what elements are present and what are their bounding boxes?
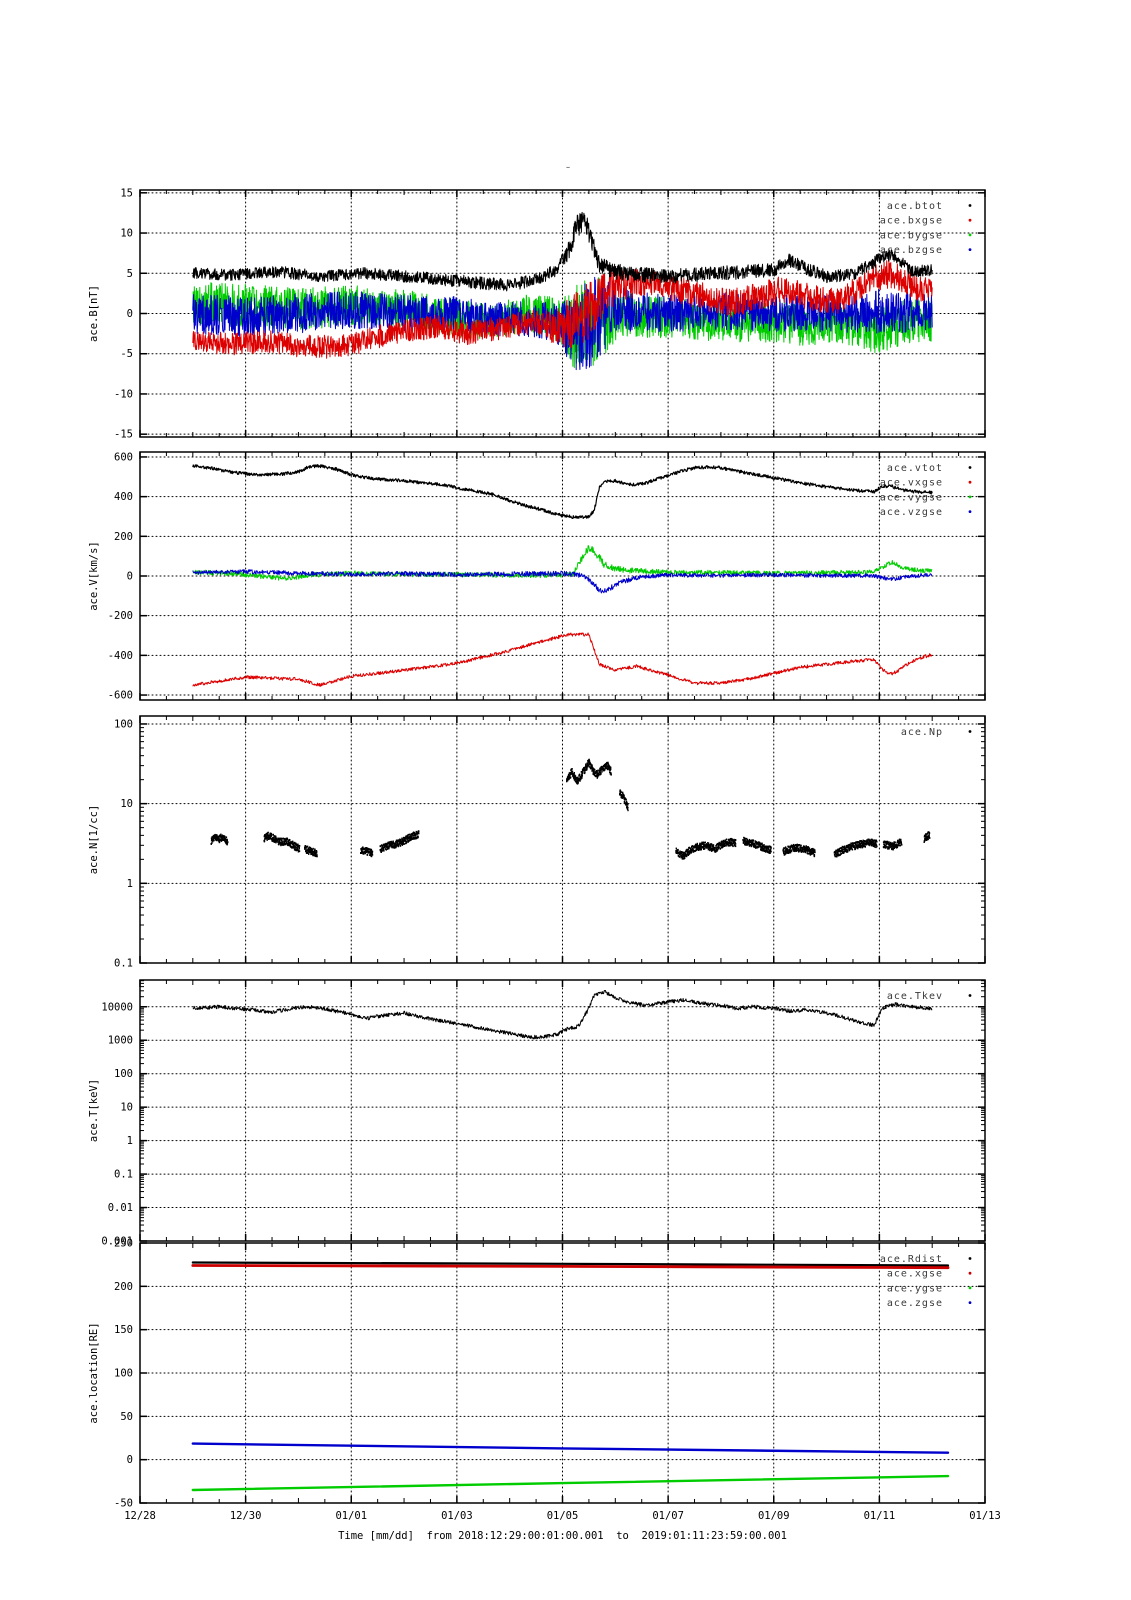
svg-text:1: 1 <box>127 1135 133 1147</box>
svg-text:10: 10 <box>120 1102 133 1114</box>
svg-text:0: 0 <box>127 1454 133 1466</box>
svg-text:01/03: 01/03 <box>441 1510 473 1522</box>
figure-title: - <box>564 160 572 175</box>
svg-text:150: 150 <box>114 1324 133 1336</box>
svg-text:01/11: 01/11 <box>864 1510 896 1522</box>
svg-text:ace.xgse: ace.xgse <box>887 1269 943 1280</box>
svg-text:ace.vtot: ace.vtot <box>887 463 943 474</box>
svg-text:-400: -400 <box>108 650 133 662</box>
svg-text:ace.vxgse: ace.vxgse <box>880 478 943 489</box>
svg-text:01/07: 01/07 <box>652 1510 684 1522</box>
svg-text:400: 400 <box>114 491 133 503</box>
svg-text:12/28: 12/28 <box>124 1510 156 1522</box>
svg-text:10000: 10000 <box>101 1001 133 1013</box>
svg-text:100: 100 <box>114 1368 133 1380</box>
svg-text:01/09: 01/09 <box>758 1510 790 1522</box>
svg-text:ace.bygse: ace.bygse <box>880 230 943 241</box>
svg-text:-200: -200 <box>108 610 133 622</box>
svg-text:01/05: 01/05 <box>547 1510 579 1522</box>
svg-text:ace.N[1/cc]: ace.N[1/cc] <box>88 805 100 875</box>
svg-text:ace.Np: ace.Np <box>901 727 943 738</box>
svg-text:0.1: 0.1 <box>114 1169 133 1181</box>
svg-text:0: 0 <box>127 571 133 583</box>
svg-text:ace.location[RE]: ace.location[RE] <box>88 1322 100 1423</box>
svg-text:100: 100 <box>114 1068 133 1080</box>
svg-text:50: 50 <box>120 1411 133 1423</box>
svg-text:0.001: 0.001 <box>101 1236 133 1248</box>
svg-text:15: 15 <box>120 187 133 199</box>
svg-text:ace.Rdist: ace.Rdist <box>880 1254 943 1265</box>
svg-text:ace.ygse: ace.ygse <box>887 1283 943 1294</box>
svg-text:600: 600 <box>114 451 133 463</box>
svg-text:-5: -5 <box>120 348 133 360</box>
svg-text:1: 1 <box>127 878 133 890</box>
svg-text:ace.bxgse: ace.bxgse <box>880 216 943 227</box>
svg-text:250: 250 <box>114 1238 133 1250</box>
svg-text:200: 200 <box>114 531 133 543</box>
svg-text:200: 200 <box>114 1281 133 1293</box>
svg-text:5: 5 <box>127 268 133 280</box>
svg-text:01/01: 01/01 <box>335 1510 367 1522</box>
svg-text:100: 100 <box>114 718 133 730</box>
svg-text:-50: -50 <box>114 1498 133 1510</box>
svg-text:ace.vygse: ace.vygse <box>880 492 943 503</box>
svg-text:1000: 1000 <box>108 1035 133 1047</box>
svg-text:12/30: 12/30 <box>230 1510 262 1522</box>
svg-text:0.01: 0.01 <box>108 1202 133 1214</box>
svg-text:-10: -10 <box>114 388 133 400</box>
svg-text:ace.bzgse: ace.bzgse <box>880 245 943 256</box>
svg-text:10: 10 <box>120 798 133 810</box>
svg-text:0: 0 <box>127 308 133 320</box>
svg-text:ace.Tkev: ace.Tkev <box>887 991 943 1002</box>
svg-text:Time [mm/dd] from 2018:12:29:: Time [mm/dd] from 2018:12:29:00:01:00.00… <box>338 1530 787 1542</box>
svg-text:ace.T[keV]: ace.T[keV] <box>88 1079 100 1142</box>
svg-text:ace.V[km/s]: ace.V[km/s] <box>88 541 100 611</box>
svg-text:ace.zgse: ace.zgse <box>887 1298 943 1309</box>
svg-text:01/13: 01/13 <box>969 1510 1001 1522</box>
svg-text:-600: -600 <box>108 690 133 702</box>
svg-text:ace.btot: ace.btot <box>887 201 943 212</box>
svg-text:0.1: 0.1 <box>114 958 133 970</box>
svg-text:ace.B[nT]: ace.B[nT] <box>88 285 100 342</box>
svg-text:ace.vzgse: ace.vzgse <box>880 507 943 518</box>
svg-text:-15: -15 <box>114 429 133 441</box>
svg-text:10: 10 <box>120 228 133 240</box>
